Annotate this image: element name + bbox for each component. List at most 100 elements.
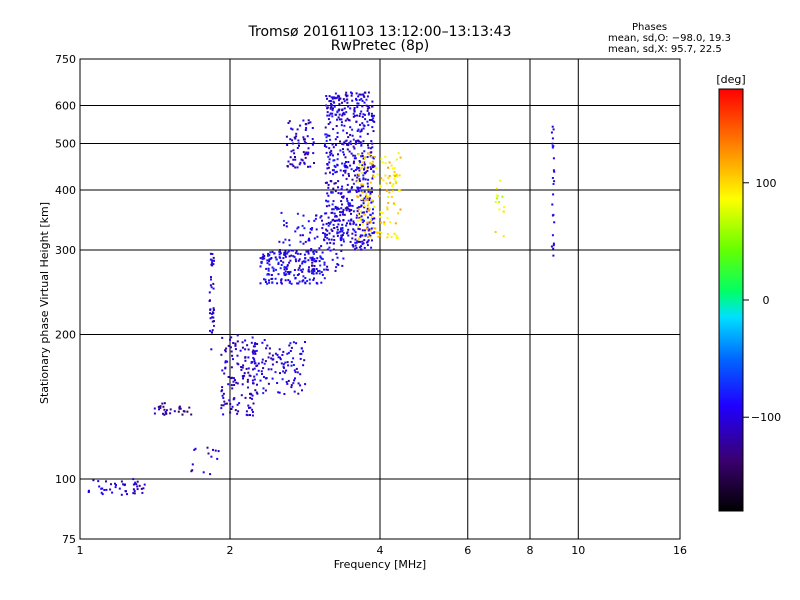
data-point xyxy=(331,97,334,100)
data-point xyxy=(230,377,233,380)
data-point xyxy=(328,204,331,207)
data-point xyxy=(301,159,304,162)
data-point xyxy=(301,389,303,392)
data-point xyxy=(289,350,292,352)
data-point xyxy=(341,101,343,104)
data-point xyxy=(345,139,348,142)
data-point xyxy=(206,446,209,449)
data-point xyxy=(337,95,340,97)
data-point xyxy=(301,224,304,227)
data-point xyxy=(364,166,367,169)
data-point xyxy=(286,361,289,364)
data-point xyxy=(369,218,372,221)
data-point xyxy=(342,169,345,172)
data-point xyxy=(293,136,296,139)
data-point xyxy=(336,228,339,231)
colorbar-tick-label: 100 xyxy=(756,177,777,190)
data-point xyxy=(378,194,381,197)
data-point xyxy=(319,255,322,258)
data-point xyxy=(344,207,347,210)
data-point xyxy=(287,250,290,253)
data-point xyxy=(319,264,322,267)
data-point xyxy=(276,282,279,285)
data-point xyxy=(308,278,311,281)
data-point xyxy=(328,222,331,225)
data-point xyxy=(315,228,318,231)
data-point xyxy=(115,484,117,486)
data-point xyxy=(261,373,263,375)
data-point xyxy=(366,156,369,158)
data-point xyxy=(330,238,333,241)
data-point xyxy=(299,124,302,127)
data-point xyxy=(390,236,393,239)
data-point xyxy=(346,188,348,191)
data-point xyxy=(380,157,383,160)
data-point xyxy=(277,263,280,265)
data-point xyxy=(276,382,279,384)
data-point xyxy=(212,307,215,310)
data-point xyxy=(302,136,305,139)
y-tick-label: 400 xyxy=(55,184,76,197)
data-point xyxy=(352,228,355,231)
data-point xyxy=(358,153,361,156)
data-point xyxy=(249,396,252,399)
data-point xyxy=(318,269,321,272)
data-point xyxy=(387,202,390,204)
data-point xyxy=(253,378,256,381)
data-point xyxy=(343,153,345,156)
data-point xyxy=(212,282,215,285)
data-point xyxy=(304,156,307,159)
data-point xyxy=(372,165,375,168)
data-point xyxy=(307,147,310,150)
data-point xyxy=(262,392,265,395)
data-point xyxy=(345,132,348,135)
data-point xyxy=(302,214,305,217)
data-point xyxy=(284,254,287,257)
data-point xyxy=(356,167,359,170)
data-point xyxy=(351,199,354,202)
data-point xyxy=(132,488,135,491)
data-point xyxy=(284,252,287,255)
data-point xyxy=(343,141,346,144)
data-point xyxy=(134,481,137,484)
data-point xyxy=(326,163,329,165)
data-point xyxy=(345,161,347,163)
data-point xyxy=(378,231,381,234)
data-point xyxy=(296,274,299,276)
data-point xyxy=(169,412,172,415)
data-point xyxy=(210,331,213,334)
data-point xyxy=(361,99,364,102)
data-point xyxy=(173,410,176,413)
data-point xyxy=(229,338,231,341)
data-point xyxy=(358,237,361,240)
data-point xyxy=(326,242,329,245)
data-point xyxy=(217,450,220,453)
data-point xyxy=(363,231,366,234)
data-point xyxy=(344,119,347,122)
data-point xyxy=(366,199,369,202)
data-point xyxy=(355,120,358,123)
data-point xyxy=(355,99,358,102)
data-point xyxy=(311,261,314,264)
data-point xyxy=(163,408,166,411)
data-point xyxy=(347,161,350,163)
data-point xyxy=(342,143,345,146)
data-point xyxy=(299,264,302,267)
data-point xyxy=(290,254,293,257)
data-point xyxy=(334,182,337,185)
data-point xyxy=(315,214,318,217)
data-point xyxy=(190,413,193,416)
x-axis-ticks: 1 2 4 6 8 10 16 xyxy=(77,544,688,557)
data-point xyxy=(345,164,348,167)
data-point xyxy=(397,152,400,155)
data-point xyxy=(338,108,341,111)
data-point xyxy=(262,253,265,256)
data-point xyxy=(345,177,348,180)
data-point xyxy=(213,324,215,327)
data-point xyxy=(336,206,339,209)
data-point xyxy=(362,127,365,130)
data-point xyxy=(252,356,255,359)
data-point xyxy=(325,151,328,154)
data-point xyxy=(296,128,299,131)
data-point xyxy=(495,187,498,190)
